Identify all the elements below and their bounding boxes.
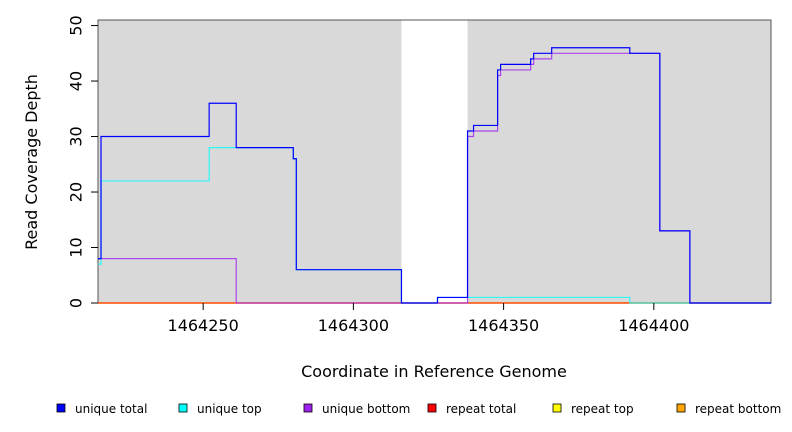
x-tick-label: 1464300 [318,316,389,335]
legend-label: unique bottom [322,402,410,416]
y-tick-label: 20 [67,182,86,202]
x-tick-label: 1464250 [168,316,239,335]
legend-swatch [552,403,562,413]
y-tick-label: 0 [67,298,86,308]
y-tick-label: 40 [67,71,86,91]
legend-swatch [178,403,188,413]
shaded-regions [98,20,771,303]
y-axis-ticks: 0 10 20 30 40 50 [67,15,98,308]
x-tick-label: 1464350 [468,316,539,335]
x-axis-ticks: 1464250 1464300 1464350 1464400 [168,303,689,335]
legend-item-repeat-bottom: repeat bottom [676,402,781,416]
y-tick-label: 30 [67,126,86,146]
legend-label: repeat top [571,402,634,416]
series-lines [98,47,771,304]
shaded-region-2 [467,20,771,303]
legend-swatch [56,403,66,413]
legend-item-unique-bottom: unique bottom [303,402,410,416]
legend-item-repeat-top: repeat top [552,402,634,416]
legend-label: repeat total [446,402,516,416]
legend: unique total unique top unique bottom repea… [56,402,781,416]
series-line-unique-total [98,47,771,304]
y-axis-label: Read Coverage Depth [22,74,41,250]
legend-swatch [427,403,437,413]
x-tick-label: 1464400 [618,316,689,335]
legend-swatch [676,403,686,413]
legend-item-unique-total: unique total [56,402,147,416]
legend-label: unique total [75,402,147,416]
legend-label: unique top [197,402,262,416]
legend-item-unique-top: unique top [178,402,262,416]
shaded-region-1 [98,20,402,303]
legend-label: repeat bottom [695,402,781,416]
legend-item-repeat-total: repeat total [427,402,516,416]
legend-swatch [303,403,313,413]
y-tick-label: 10 [67,237,86,257]
x-axis-label: Coordinate in Reference Genome [301,362,567,381]
y-tick-label: 50 [67,15,86,35]
